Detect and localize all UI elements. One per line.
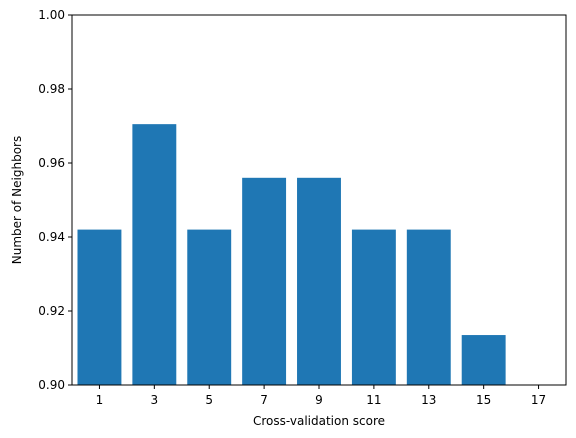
bar-7: [242, 177, 287, 385]
x-tick-label: 15: [476, 393, 491, 407]
bar-9: [297, 177, 341, 385]
y-tick-label: 0.90: [38, 378, 65, 392]
x-tick-label: 3: [151, 393, 159, 407]
x-tick-label: 1: [96, 393, 104, 407]
bar-3: [132, 124, 177, 386]
x-tick-label: 11: [366, 393, 381, 407]
x-axis: 1 3 5 7 9 11 13 15 17: [96, 385, 546, 407]
bar-13: [406, 229, 451, 385]
x-tick-label: 13: [421, 393, 436, 407]
y-tick-label: 0.98: [38, 82, 65, 96]
y-tick-label: 0.96: [38, 156, 65, 170]
x-tick-label: 7: [260, 393, 268, 407]
bar-11: [351, 229, 396, 385]
x-tick-label: 5: [205, 393, 213, 407]
bar-1: [77, 229, 122, 385]
y-tick-label: 0.94: [38, 230, 65, 244]
y-tick-label: 1.00: [38, 8, 65, 22]
x-tick-label: 9: [315, 393, 323, 407]
x-axis-label: Cross-validation score: [253, 414, 385, 428]
bar-15: [461, 335, 506, 385]
bar-5: [187, 229, 232, 385]
bars-group: [77, 124, 506, 386]
y-tick-label: 0.92: [38, 304, 65, 318]
y-axis: 0.90 0.92 0.94 0.96 0.98 1.00: [38, 8, 72, 392]
x-tick-label: 17: [531, 393, 546, 407]
y-axis-label: Number of Neighbors: [10, 136, 24, 264]
